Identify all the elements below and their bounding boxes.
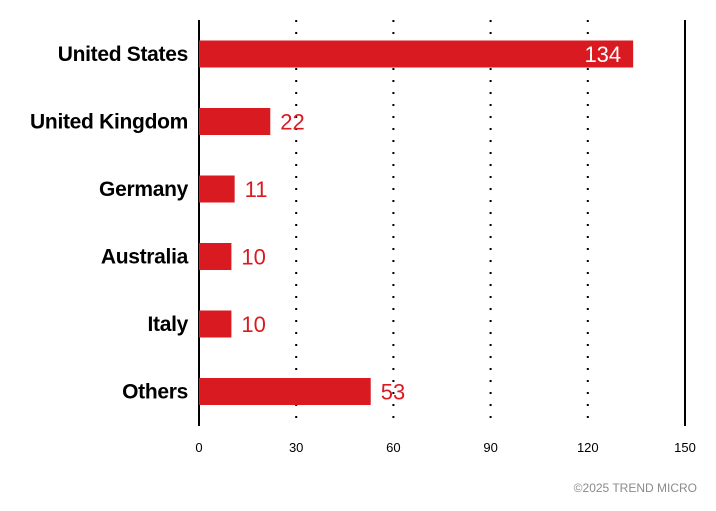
copyright: ©2025 TREND MICRO — [574, 481, 697, 495]
bar — [199, 243, 232, 270]
category-label: United Kingdom — [30, 111, 188, 134]
gridlines — [198, 20, 686, 426]
x-tick-label: 90 — [483, 440, 497, 455]
value-label: 10 — [241, 245, 265, 270]
bar — [199, 175, 235, 203]
value-label: 134 — [584, 42, 621, 67]
x-tick-label: 150 — [674, 440, 696, 455]
bar — [199, 378, 371, 405]
category-labels: United States United Kingdom Germany Austra… — [30, 43, 189, 404]
x-tick-label: 60 — [386, 440, 400, 455]
x-tick-label: 30 — [289, 440, 303, 455]
value-label: 22 — [280, 110, 304, 135]
value-label: 10 — [241, 312, 265, 337]
category-label: Australia — [101, 246, 189, 269]
category-label: Others — [122, 381, 188, 404]
category-label: Germany — [99, 178, 189, 201]
bar — [199, 40, 634, 68]
x-tick-label: 0 — [195, 440, 202, 455]
x-tick-label: 120 — [577, 440, 599, 455]
value-label: 53 — [381, 380, 405, 405]
value-label: 11 — [245, 177, 268, 202]
value-labels: 134 22 11 10 10 53 — [241, 42, 621, 405]
x-tick-labels: 0 30 60 90 120 150 — [195, 440, 695, 455]
bars — [199, 40, 634, 405]
category-label: Italy — [147, 313, 188, 336]
bar — [199, 108, 271, 135]
category-label: United States — [58, 43, 188, 66]
bar — [199, 310, 232, 338]
